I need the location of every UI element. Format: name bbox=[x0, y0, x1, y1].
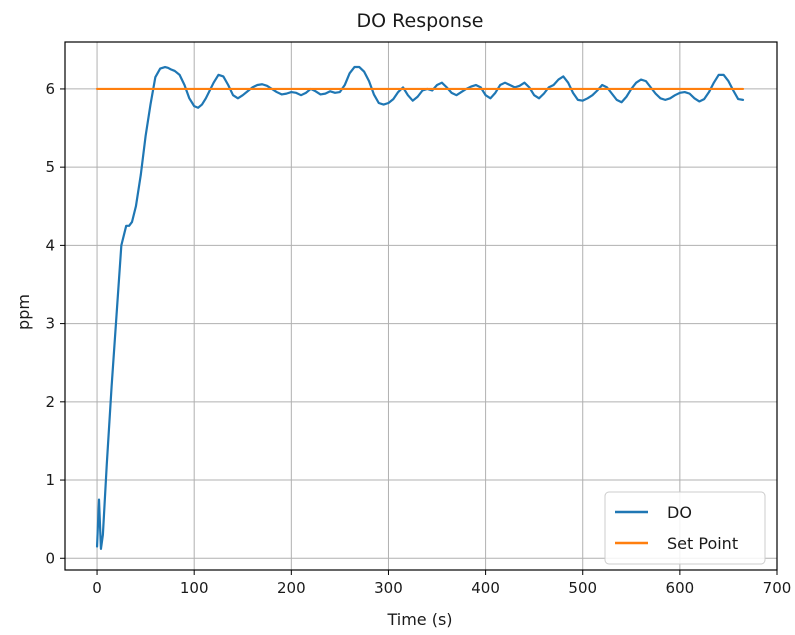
x-axis-label: Time (s) bbox=[386, 610, 452, 629]
y-axis-ticks: 0 1 2 3 4 5 6 bbox=[45, 80, 65, 567]
chart-title: DO Response bbox=[357, 10, 484, 32]
y-axis-label: ppm bbox=[14, 294, 33, 330]
x-tick-label: 600 bbox=[666, 579, 695, 597]
x-tick-label: 300 bbox=[374, 579, 403, 597]
y-tick-label: 3 bbox=[45, 315, 55, 333]
x-tick-label: 500 bbox=[568, 579, 597, 597]
y-tick-label: 4 bbox=[45, 236, 55, 254]
x-tick-label: 0 bbox=[92, 579, 102, 597]
y-tick-label: 5 bbox=[45, 158, 55, 176]
x-tick-label: 700 bbox=[763, 579, 792, 597]
x-axis-ticks: 0 100 200 300 400 500 600 700 bbox=[92, 570, 791, 597]
grid-lines bbox=[65, 42, 778, 570]
legend-label-set-point: Set Point bbox=[667, 534, 738, 553]
plot-frame bbox=[64, 41, 778, 571]
y-tick-label: 1 bbox=[45, 471, 55, 489]
legend-label-do: DO bbox=[667, 503, 692, 522]
y-tick-label: 6 bbox=[45, 80, 55, 98]
y-tick-label: 0 bbox=[45, 549, 55, 567]
legend-box bbox=[604, 491, 766, 565]
legend: DO Set Point bbox=[604, 491, 766, 565]
x-tick-label: 400 bbox=[471, 579, 500, 597]
x-tick-label: 100 bbox=[180, 579, 209, 597]
x-tick-label: 200 bbox=[277, 579, 306, 597]
series-layer bbox=[95, 65, 745, 550]
y-tick-label: 2 bbox=[45, 393, 55, 411]
